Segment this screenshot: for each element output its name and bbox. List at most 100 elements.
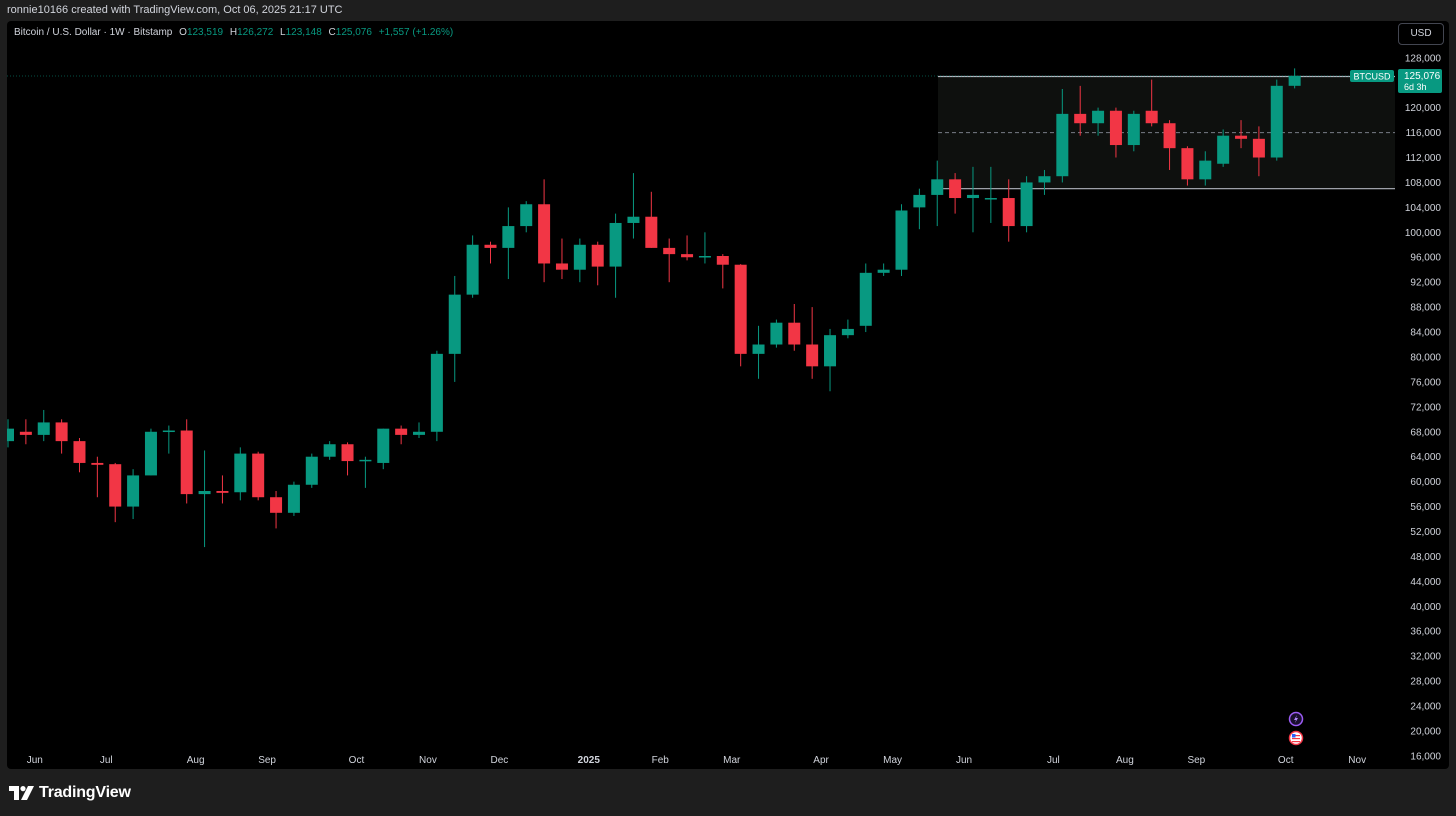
candlestick-chart[interactable]: 16,000 20,000 24,000 28,000 32,000 36,000 40,0… — [7, 21, 1449, 769]
candle-body — [287, 484, 300, 513]
candle-body — [198, 490, 211, 495]
candle-body — [144, 431, 157, 476]
candle-body — [520, 204, 533, 227]
candle-body — [466, 244, 479, 295]
attribution-bar: ronnie10166 created with TradingView.com… — [0, 0, 1456, 21]
y-axis-tick-label: 24,000 — [1410, 702, 1441, 713]
candle-body — [1145, 110, 1158, 124]
x-axis-tick-label: Aug — [1116, 755, 1134, 766]
candle-body — [73, 441, 86, 463]
y-axis-tick-label: 96,000 — [1410, 253, 1441, 264]
y-axis-tick-label: 16,000 — [1410, 751, 1441, 762]
candle-body — [538, 204, 551, 264]
candle-body — [573, 244, 586, 270]
candle-body — [877, 269, 890, 273]
candle-body — [788, 322, 801, 345]
candle-body — [395, 428, 408, 435]
candle-body — [413, 431, 426, 435]
candle-body — [859, 272, 872, 326]
flag-stripe — [1292, 738, 1300, 740]
y-axis-tick-label: 108,000 — [1405, 178, 1442, 189]
candle-body — [341, 444, 354, 462]
y-axis-tick-label: 68,000 — [1410, 427, 1441, 438]
candle-body — [913, 194, 926, 208]
symbol-title: Bitcoin / U.S. Dollar · 1W · Bitstamp — [14, 27, 173, 38]
candle-body — [1074, 113, 1087, 124]
candle-body — [216, 490, 229, 493]
price-tag-value: 125,076 — [1404, 71, 1441, 82]
candle-body — [1002, 198, 1015, 227]
candle-body — [1217, 135, 1230, 164]
lightning-glyph — [1294, 715, 1298, 723]
y-axis-tick-label: 32,000 — [1410, 652, 1441, 663]
candle-body — [824, 335, 837, 367]
candle-body — [180, 430, 193, 495]
candle-body — [931, 179, 944, 195]
candle-body — [1199, 160, 1212, 180]
candle-body — [1038, 176, 1051, 183]
candle-body — [1056, 113, 1069, 177]
x-axis-tick-label: Aug — [187, 755, 205, 766]
candle-body — [1163, 123, 1176, 149]
candle-body — [127, 475, 140, 507]
candle-body — [109, 464, 122, 507]
candle-body — [91, 462, 104, 465]
y-axis-tick-label: 48,000 — [1410, 552, 1441, 563]
candle-body — [37, 422, 50, 435]
candle-body — [502, 226, 515, 248]
chart-panel[interactable]: 16,000 20,000 24,000 28,000 32,000 36,000 40,0… — [7, 21, 1449, 769]
candle-body — [1020, 182, 1033, 227]
candle-body — [55, 422, 68, 442]
attribution-text: ronnie10166 created with TradingView.com… — [7, 4, 343, 16]
candle-body — [1288, 75, 1301, 86]
x-axis-tick-label: 2025 — [578, 755, 601, 766]
candle-body — [966, 194, 979, 199]
y-axis-tick-label: 64,000 — [1410, 452, 1441, 463]
candle-body — [359, 459, 372, 462]
y-axis-tick-label: 100,000 — [1405, 228, 1442, 239]
candle-body — [1235, 135, 1248, 139]
candle-body — [627, 216, 640, 223]
x-axis-tick-label: Sep — [1187, 755, 1205, 766]
y-axis-tick-label: 112,000 — [1406, 153, 1442, 164]
candle-body — [430, 353, 443, 432]
candle-body — [555, 263, 568, 270]
tradingview-logo-text: TradingView — [39, 784, 131, 801]
candle-body — [752, 344, 765, 354]
x-axis-tick-label: May — [883, 755, 902, 766]
candle-body — [770, 322, 783, 345]
candle-body — [1109, 110, 1122, 146]
currency-button[interactable]: USD — [1398, 23, 1444, 45]
tradingview-logo[interactable]: TradingView — [9, 784, 131, 802]
flag-stripe — [1292, 735, 1300, 737]
candle-body — [162, 430, 175, 433]
y-axis-tick-label: 40,000 — [1410, 602, 1441, 613]
y-axis-tick-label: 116,000 — [1406, 128, 1442, 139]
candle-body — [1181, 148, 1194, 180]
change-value: +1,557 (+1.26%) — [378, 27, 454, 38]
x-axis-tick-label: Oct — [349, 755, 365, 766]
candle-body — [698, 255, 711, 258]
x-axis-tick-label: Mar — [723, 755, 741, 766]
price-tag — [1398, 69, 1442, 94]
high-key: H — [229, 27, 238, 38]
open-value: 123,519 — [186, 27, 224, 38]
candle-body — [716, 255, 729, 265]
x-axis-tick-label: Feb — [652, 755, 670, 766]
tradingview-logo-icon — [9, 786, 34, 800]
symbol-tag-text: BTCUSD — [1353, 72, 1391, 82]
y-axis-tick-label: 76,000 — [1410, 377, 1441, 388]
close-key: C — [328, 27, 336, 38]
candle-body — [806, 344, 819, 367]
x-axis-tick-label: Apr — [813, 755, 829, 766]
candle-body — [734, 264, 747, 354]
x-axis-tick-label: Jun — [27, 755, 43, 766]
low-key: L — [280, 27, 286, 38]
low-value: 123,148 — [285, 27, 322, 38]
candle-body — [895, 210, 908, 270]
candle-body — [609, 222, 622, 267]
candle-body — [305, 456, 318, 485]
x-axis-tick-label: Oct — [1278, 755, 1294, 766]
y-axis-tick-label: 120,000 — [1405, 103, 1442, 114]
flag-canton — [1292, 734, 1296, 738]
